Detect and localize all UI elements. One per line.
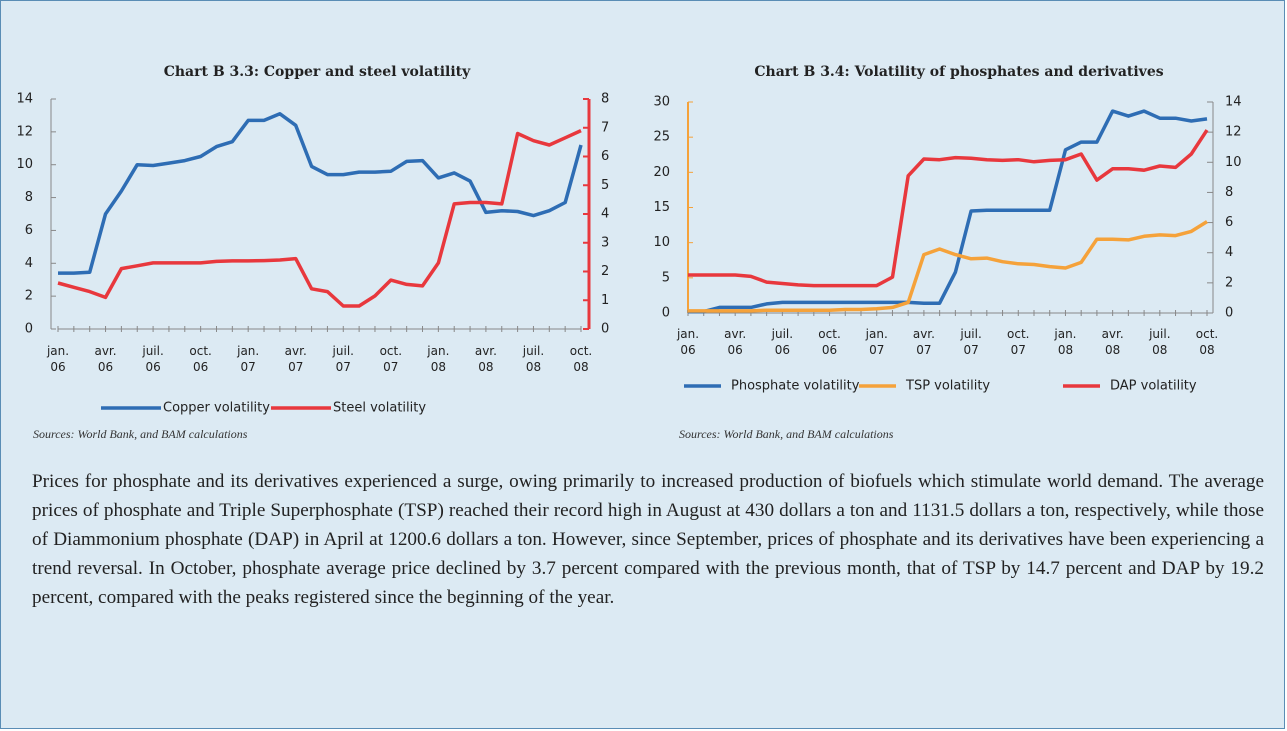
y2-tick-label: 10 — [1225, 155, 1242, 170]
x-tick-label: jan. 06 — [676, 327, 700, 357]
y2-tick-label: 7 — [601, 120, 609, 135]
series-line — [57, 129, 582, 308]
y2-tick-label: 4 — [601, 207, 609, 222]
y-tick-label: 14 — [16, 92, 33, 107]
y-tick-label: 4 — [25, 256, 33, 271]
x-tick-label: juil. 07 — [960, 327, 982, 357]
series-line — [688, 220, 1208, 313]
legend-label: Copper volatility — [163, 401, 270, 416]
x-tick-label: oct. 06 — [189, 344, 212, 374]
y-tick-label: 2 — [25, 289, 33, 304]
x-tick-label: jan. 06 — [46, 344, 70, 374]
y2-tick-label: 1 — [601, 293, 609, 308]
x-tick-label: avr. 06 — [94, 344, 117, 374]
y-tick-label: 12 — [16, 124, 33, 139]
y2-tick-label: 6 — [601, 149, 609, 164]
legend-label: DAP volatility — [1110, 379, 1197, 394]
series-line — [688, 129, 1209, 288]
y2-tick-label: 5 — [601, 178, 609, 193]
x-tick-label: oct. 08 — [569, 344, 593, 374]
x-tick-label: jan. 07 — [865, 327, 888, 357]
legend-label: Phosphate volatility — [731, 379, 860, 394]
y2-tick-label: 4 — [1225, 245, 1233, 260]
x-tick-label: avr. 06 — [724, 327, 747, 357]
x-tick-label: avr. 08 — [474, 344, 497, 374]
x-tick-label: jan. 08 — [1054, 327, 1077, 357]
x-tick-label: oct. 06 — [818, 327, 841, 357]
y-tick-label: 8 — [25, 190, 33, 205]
y2-tick-label: 8 — [601, 92, 609, 107]
legend-label: Steel volatility — [333, 401, 426, 416]
source-note: Sources: World Bank, and BAM calculation… — [33, 427, 248, 441]
y2-tick-label: 2 — [601, 264, 609, 279]
y-tick-label: 15 — [653, 200, 670, 215]
x-tick-label: juil. 06 — [771, 327, 794, 357]
y-tick-label: 30 — [653, 95, 670, 110]
x-tick-label: jan. 08 — [427, 344, 450, 374]
y2-tick-label: 14 — [1225, 95, 1242, 110]
y-tick-label: 5 — [662, 270, 670, 285]
x-tick-label: oct. 08 — [1195, 327, 1219, 357]
legend-label: TSP volatility — [905, 379, 990, 394]
series-line — [58, 112, 583, 275]
y2-tick-label: 8 — [1225, 185, 1233, 200]
chart-title: Chart B 3.3: Copper and steel volatility — [164, 64, 471, 80]
x-tick-label: avr. 07 — [284, 344, 307, 374]
y2-tick-label: 2 — [1225, 275, 1233, 290]
y-tick-label: 10 — [16, 157, 33, 172]
x-tick-label: oct. 07 — [1007, 327, 1030, 357]
y2-tick-label: 3 — [601, 235, 609, 250]
series-line — [688, 109, 1208, 314]
y2-tick-label: 0 — [1225, 306, 1233, 321]
y-tick-label: 0 — [25, 322, 33, 337]
x-tick-label: avr. 08 — [1101, 327, 1124, 357]
x-tick-label: avr. 07 — [912, 327, 935, 357]
y2-tick-label: 6 — [1225, 215, 1233, 230]
y-tick-label: 0 — [662, 306, 670, 321]
y2-tick-label: 12 — [1225, 125, 1242, 140]
x-tick-label: juil. 08 — [1149, 327, 1171, 357]
source-note: Sources: World Bank, and BAM calculation… — [679, 427, 894, 441]
y-tick-label: 20 — [653, 165, 670, 180]
y-tick-label: 6 — [25, 223, 33, 238]
y-tick-label: 10 — [653, 235, 670, 250]
x-tick-label: juil. 07 — [332, 344, 354, 374]
x-tick-label: jan. 07 — [237, 344, 260, 374]
x-tick-label: juil. 08 — [522, 344, 545, 374]
paragraph: Prices for phosphate and its derivatives… — [32, 471, 1264, 608]
x-tick-label: oct. 07 — [379, 344, 403, 374]
chart-title: Chart B 3.4: Volatility of phosphates an… — [754, 64, 1163, 80]
y2-tick-label: 0 — [601, 322, 609, 337]
y-tick-label: 25 — [653, 130, 670, 145]
x-tick-label: juil. 06 — [142, 344, 164, 374]
